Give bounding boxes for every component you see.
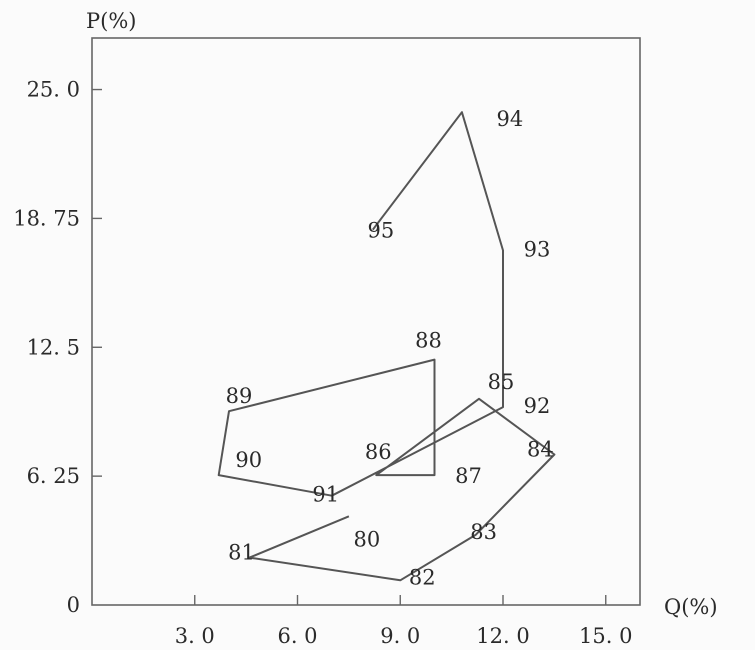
y-tick-label: 6. 25 xyxy=(27,464,80,488)
point-label-94: 94 xyxy=(497,107,524,131)
point-label-88: 88 xyxy=(415,329,442,353)
point-label-85: 85 xyxy=(488,370,515,394)
point-label-87: 87 xyxy=(455,464,482,488)
point-label-82: 82 xyxy=(409,565,436,589)
y-tick-label: 25. 0 xyxy=(27,78,80,102)
data-trajectory-line xyxy=(217,111,556,582)
x-axis-title: Q(%) xyxy=(664,595,718,619)
x-tick-label: 15. 0 xyxy=(579,624,632,648)
y-tick-label: 12. 5 xyxy=(27,335,80,359)
point-label-90: 90 xyxy=(235,448,262,472)
y-tick-label: 0 xyxy=(67,593,80,617)
point-label-92: 92 xyxy=(524,394,551,418)
x-tick-label: 9. 0 xyxy=(380,624,420,648)
y-tick-label: 18. 75 xyxy=(13,206,80,230)
point-label-86: 86 xyxy=(365,440,392,464)
point-label-93: 93 xyxy=(524,237,551,261)
point-label-80: 80 xyxy=(354,527,381,551)
x-tick-label: 6. 0 xyxy=(277,624,317,648)
y-axis-title: P(%) xyxy=(86,9,136,33)
point-label-84: 84 xyxy=(527,437,554,461)
point-label-83: 83 xyxy=(470,520,497,544)
x-tick-label: 3. 0 xyxy=(175,624,215,648)
point-label-95: 95 xyxy=(367,219,394,243)
point-label-81: 81 xyxy=(228,541,255,565)
x-tick-label: 12. 0 xyxy=(476,624,529,648)
plot-frame xyxy=(91,37,641,606)
point-label-91: 91 xyxy=(312,483,339,507)
point-label-89: 89 xyxy=(226,384,253,408)
